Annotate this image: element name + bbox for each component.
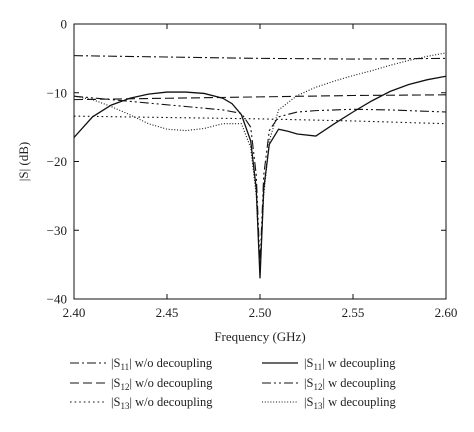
series-line-2 — [74, 94, 446, 101]
x-tick-label: 2.55 — [342, 305, 365, 320]
axes: 2.40 2.45 2.50 2.55 2.60 0 −10 −20 −30 −40 — [47, 17, 458, 321]
series-line-1 — [74, 55, 446, 60]
y-tick-label: 0 — [61, 17, 68, 32]
x-tick-label: 2.45 — [156, 305, 179, 320]
y-tick-label: −10 — [47, 85, 67, 100]
legend: |S11| w/o decoupling |S12| w/o decoupling… — [70, 356, 397, 411]
plot-area — [74, 52, 446, 279]
legend-entry-5: |S12| w decoupling — [304, 376, 397, 392]
series-line-5 — [74, 95, 446, 265]
x-tick-label: 2.40 — [63, 305, 86, 320]
y-tick-label: −20 — [47, 154, 67, 169]
x-tick-label: 2.50 — [249, 305, 272, 320]
y-tick-label: −40 — [47, 292, 67, 307]
legend-entry-2: |S12| w/o decoupling — [111, 376, 213, 392]
legend-entry-4: |S11| w decoupling — [304, 356, 396, 372]
legend-entry-6: |S13| w decoupling — [304, 395, 397, 411]
series-line-4 — [74, 75, 446, 279]
y-tick-label: −30 — [47, 223, 67, 238]
x-tick-label: 2.60 — [435, 305, 458, 320]
legend-entry-3: |S13| w/o decoupling — [111, 395, 213, 411]
series-line-6 — [74, 52, 446, 272]
legend-entry-1: |S11| w/o decoupling — [111, 356, 213, 372]
y-axis-label: |S| (dB) — [16, 142, 31, 182]
series-line-3 — [74, 115, 446, 125]
x-axis-label: Frequency (GHz) — [214, 329, 305, 344]
